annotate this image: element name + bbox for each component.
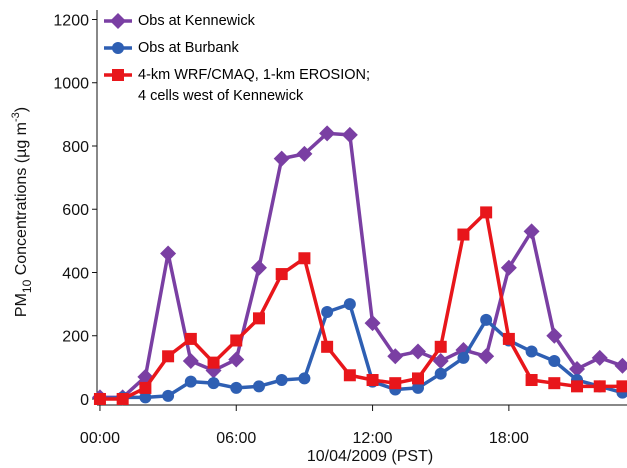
- y-label-part: 10: [20, 279, 34, 293]
- marker: [207, 377, 220, 390]
- marker: [230, 334, 243, 347]
- marker: [525, 345, 538, 358]
- legend-swatch: [104, 69, 132, 81]
- marker: [411, 381, 424, 394]
- legend-label: Obs at Kennewick: [138, 13, 255, 29]
- x-axis-label: 10/04/2009 (PST): [307, 448, 433, 465]
- y-tick-label: 1000: [53, 76, 89, 93]
- y-axis-label: PM10 Concentrations (µg m-3): [10, 107, 34, 317]
- marker: [273, 150, 290, 167]
- y-tick-label: 0: [80, 392, 89, 409]
- marker: [502, 332, 515, 345]
- marker: [387, 348, 404, 365]
- marker: [571, 380, 584, 393]
- marker: [252, 312, 265, 325]
- marker: [139, 381, 152, 394]
- legend-entry: 4-km WRF/CMAQ, 1-km EROSION; 4 cells wes…: [102, 62, 370, 107]
- marker: [434, 367, 447, 380]
- marker: [364, 315, 381, 332]
- marker: [298, 252, 311, 265]
- marker: [366, 374, 379, 387]
- marker: [614, 357, 627, 374]
- legend-swatch: [104, 13, 132, 29]
- legend-entry: Obs at Burbank: [102, 35, 370, 62]
- legend: Obs at Kennewick Obs at Burbank 4-km WRF/C…: [102, 8, 370, 107]
- marker: [500, 259, 517, 276]
- y-tick-label: 800: [62, 139, 89, 156]
- marker: [411, 372, 424, 385]
- marker: [250, 259, 267, 276]
- marker: [319, 125, 336, 142]
- marker: [525, 374, 538, 387]
- x-tick-label: 00:00: [80, 430, 120, 447]
- marker: [321, 306, 334, 319]
- y-tick-label: 200: [62, 329, 89, 346]
- marker: [228, 351, 245, 368]
- marker: [160, 245, 177, 262]
- legend-swatch: [104, 42, 132, 54]
- marker: [207, 356, 220, 369]
- marker: [478, 348, 495, 365]
- y-tick-label: 1200: [53, 12, 89, 29]
- marker: [116, 392, 129, 405]
- legend-entry: Obs at Kennewick: [102, 8, 370, 35]
- y-tick-label: 600: [62, 202, 89, 219]
- x-tick-label: 06:00: [216, 430, 256, 447]
- marker: [341, 126, 358, 143]
- marker: [296, 145, 313, 162]
- series-line: [99, 302, 623, 401]
- marker: [343, 369, 356, 382]
- marker: [321, 340, 334, 353]
- marker: [184, 375, 197, 388]
- marker: [275, 268, 288, 281]
- marker: [591, 349, 608, 366]
- marker: [480, 206, 493, 219]
- marker: [409, 343, 426, 360]
- marker: [432, 353, 449, 370]
- legend-label: 4-km WRF/CMAQ, 1-km EROSION; 4 cells wes…: [138, 67, 370, 104]
- legend-label: Obs at Burbank: [138, 40, 239, 56]
- y-label-part: ): [13, 107, 30, 112]
- x-tick-label: 18:00: [489, 430, 529, 447]
- marker: [230, 381, 243, 394]
- y-label-part: PM: [13, 293, 30, 317]
- marker: [593, 380, 606, 393]
- marker: [93, 392, 106, 405]
- marker: [569, 360, 586, 377]
- marker: [298, 372, 311, 385]
- marker: [112, 69, 124, 81]
- marker: [434, 340, 447, 353]
- marker: [389, 377, 402, 390]
- marker: [139, 391, 152, 404]
- marker: [182, 353, 199, 370]
- marker: [162, 350, 175, 363]
- marker: [457, 351, 470, 364]
- marker: [252, 380, 265, 393]
- marker: [184, 332, 197, 345]
- marker: [546, 327, 563, 344]
- x-tick-label: 12:00: [353, 430, 393, 447]
- marker: [343, 298, 356, 311]
- y-label-part: Concentrations (µg m: [13, 122, 30, 280]
- marker: [548, 377, 561, 390]
- marker: [112, 42, 124, 54]
- marker: [480, 313, 493, 326]
- y-label-part: -3: [10, 112, 22, 122]
- marker: [162, 389, 175, 402]
- marker: [275, 374, 288, 387]
- y-tick-label: 400: [62, 265, 89, 282]
- marker: [616, 380, 627, 393]
- marker: [523, 223, 540, 240]
- marker: [457, 228, 470, 241]
- marker: [110, 13, 126, 29]
- marker: [548, 355, 561, 368]
